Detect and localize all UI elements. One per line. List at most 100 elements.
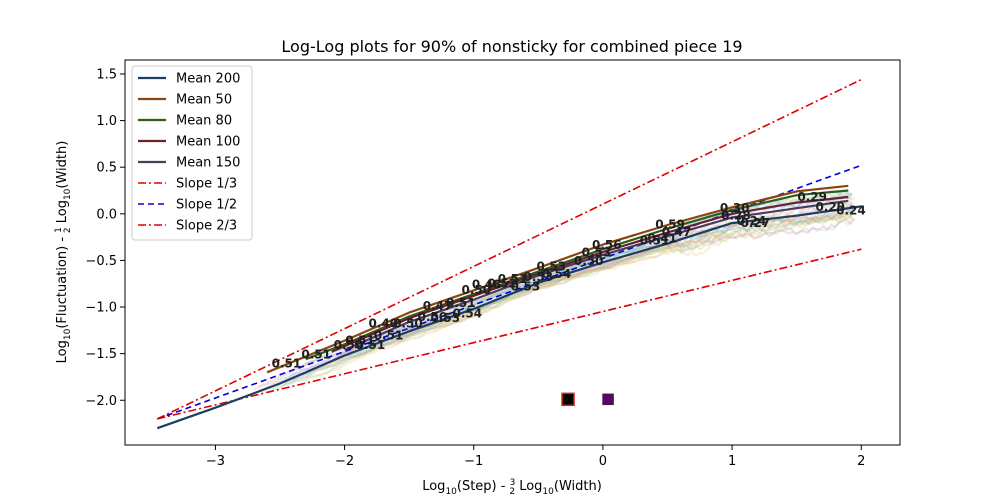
y-tick-label: 0.5 bbox=[96, 161, 117, 176]
slope-label: 0.50 bbox=[393, 317, 423, 331]
slope-label: 0.47 bbox=[662, 225, 692, 239]
slope-label: 0.29 bbox=[797, 190, 827, 204]
x-label-part: (Step) - bbox=[457, 479, 510, 494]
series-line bbox=[331, 195, 849, 353]
slope-label: 0.51 bbox=[301, 347, 331, 361]
legend-label: Slope 1/3 bbox=[176, 177, 237, 192]
series-line bbox=[156, 205, 862, 430]
x-label-sub: 10 bbox=[542, 487, 554, 497]
legend-label: Mean 80 bbox=[176, 114, 232, 129]
slope-label: 0.50 bbox=[418, 310, 448, 324]
y-label-part: Log bbox=[55, 340, 70, 363]
square-marker bbox=[602, 393, 614, 406]
y-label-part: Log bbox=[55, 200, 70, 227]
noise-trace bbox=[277, 196, 852, 381]
slope-label: 0.48 bbox=[472, 277, 502, 291]
plot-area-frame bbox=[124, 59, 901, 446]
y-label-part: (Width) bbox=[55, 141, 70, 189]
reference-line bbox=[157, 248, 862, 420]
noise-trace bbox=[282, 214, 854, 387]
x-label-part: (Width) bbox=[554, 479, 602, 494]
noise-trace bbox=[312, 210, 853, 373]
slope-label: 0.51 bbox=[446, 296, 476, 310]
noise-trace bbox=[408, 190, 852, 326]
slope-label: 0.51 bbox=[374, 329, 404, 343]
x-label-frac-num: 3 bbox=[510, 478, 516, 488]
square-marker bbox=[561, 392, 575, 407]
y-tick-label: −1.5 bbox=[85, 347, 117, 362]
noise-trace bbox=[333, 214, 853, 364]
slope-label: 0.53 bbox=[536, 260, 566, 274]
x-tick-label: 1 bbox=[728, 454, 736, 469]
slope-label: 0.53 bbox=[524, 270, 554, 284]
slope-label: 0.50 bbox=[334, 338, 364, 352]
legend-label: Mean 200 bbox=[176, 72, 240, 87]
y-axis-label: Log10(Fluctuation) - 12 Log10(Width) bbox=[54, 141, 73, 364]
x-tick-label: 0 bbox=[599, 454, 607, 469]
slope-label: 0.54 bbox=[542, 267, 572, 281]
slope-label: 0.53 bbox=[511, 279, 541, 293]
slope-label: 0.40 bbox=[369, 317, 399, 331]
series-lines-layer bbox=[156, 184, 862, 430]
slope-label: 0.51 bbox=[498, 272, 528, 286]
y-label-sub: 10 bbox=[63, 328, 73, 340]
x-label-sub: 10 bbox=[445, 487, 457, 497]
slope-labels-layer: 0.510.510.500.510.510.510.400.500.500.53… bbox=[272, 190, 866, 371]
markers-layer bbox=[561, 392, 614, 407]
x-label-frac-den: 2 bbox=[509, 487, 515, 497]
legend-items: Mean 200 Mean 50 Mean 80 Mean 100 Mean 150 Sl… bbox=[138, 72, 240, 234]
noise-trace bbox=[284, 218, 856, 384]
slope-label: 0.30 bbox=[720, 201, 750, 215]
slope-label: 0.50 bbox=[462, 283, 492, 297]
noise-trace bbox=[342, 205, 855, 358]
slope-label: 0.51 bbox=[272, 357, 302, 371]
legend-box bbox=[131, 65, 253, 241]
slope-label: 0.53 bbox=[431, 311, 461, 325]
legend-label: Slope 2/3 bbox=[176, 219, 237, 234]
slope-label: 0.50 bbox=[574, 254, 604, 268]
legend-label: Mean 100 bbox=[176, 135, 240, 150]
slope-label: 0.24 bbox=[836, 204, 866, 218]
slope-label: 0.29 bbox=[815, 200, 845, 214]
slope-label: 0.51 bbox=[356, 338, 386, 352]
series-line bbox=[344, 199, 849, 351]
noise-trace bbox=[375, 209, 854, 346]
slope-label: 0.53 bbox=[582, 246, 612, 260]
slope-label: 0.52 bbox=[487, 276, 517, 290]
noise-trace bbox=[299, 216, 855, 381]
slope-label: 0.28 bbox=[721, 208, 751, 222]
y-label-sub: 10 bbox=[63, 188, 73, 200]
legend-label: Mean 50 bbox=[176, 93, 232, 108]
noise-trace bbox=[253, 197, 856, 391]
slope-label: 0.59 bbox=[655, 218, 685, 232]
y-tick-label: −0.5 bbox=[85, 254, 117, 269]
noise-trace bbox=[320, 212, 853, 369]
slope-label: 0.56 bbox=[592, 238, 622, 252]
slope-label: 0.51 bbox=[345, 333, 375, 347]
reference-line bbox=[156, 78, 862, 420]
x-label-part: Log bbox=[515, 479, 542, 494]
x-tick-label: −3 bbox=[206, 454, 225, 469]
x-tick-label: 2 bbox=[857, 454, 865, 469]
slope-label: 0.47 bbox=[423, 299, 453, 313]
y-label-frac-num: 1 bbox=[54, 227, 64, 233]
x-tick-label: −1 bbox=[464, 454, 483, 469]
legend: Mean 200 Mean 50 Mean 80 Mean 100 Mean 150 Sl… bbox=[131, 65, 253, 241]
slope-label: 0.54 bbox=[452, 306, 482, 320]
y-tick-label: 0.0 bbox=[96, 207, 117, 222]
y-label-part: (Fluctuation) - bbox=[55, 233, 70, 329]
y-axis-ticks: −2.0 −1.5 −1.0 −0.5 0.0 0.5 1.0 1.5 bbox=[85, 67, 125, 409]
legend-label: Mean 150 bbox=[176, 156, 240, 171]
y-tick-label: −2.0 bbox=[85, 394, 117, 409]
y-label-frac-den: 2 bbox=[63, 227, 73, 233]
x-label-part: Log bbox=[422, 479, 445, 494]
y-tick-label: −1.0 bbox=[85, 301, 117, 316]
y-tick-label: 1.0 bbox=[96, 114, 117, 129]
legend-label: Slope 1/2 bbox=[176, 198, 237, 213]
slope-label: 0.27 bbox=[741, 216, 771, 230]
slope-label: 0.41 bbox=[648, 232, 678, 246]
x-tick-label: −2 bbox=[335, 454, 354, 469]
series-line bbox=[305, 189, 849, 361]
